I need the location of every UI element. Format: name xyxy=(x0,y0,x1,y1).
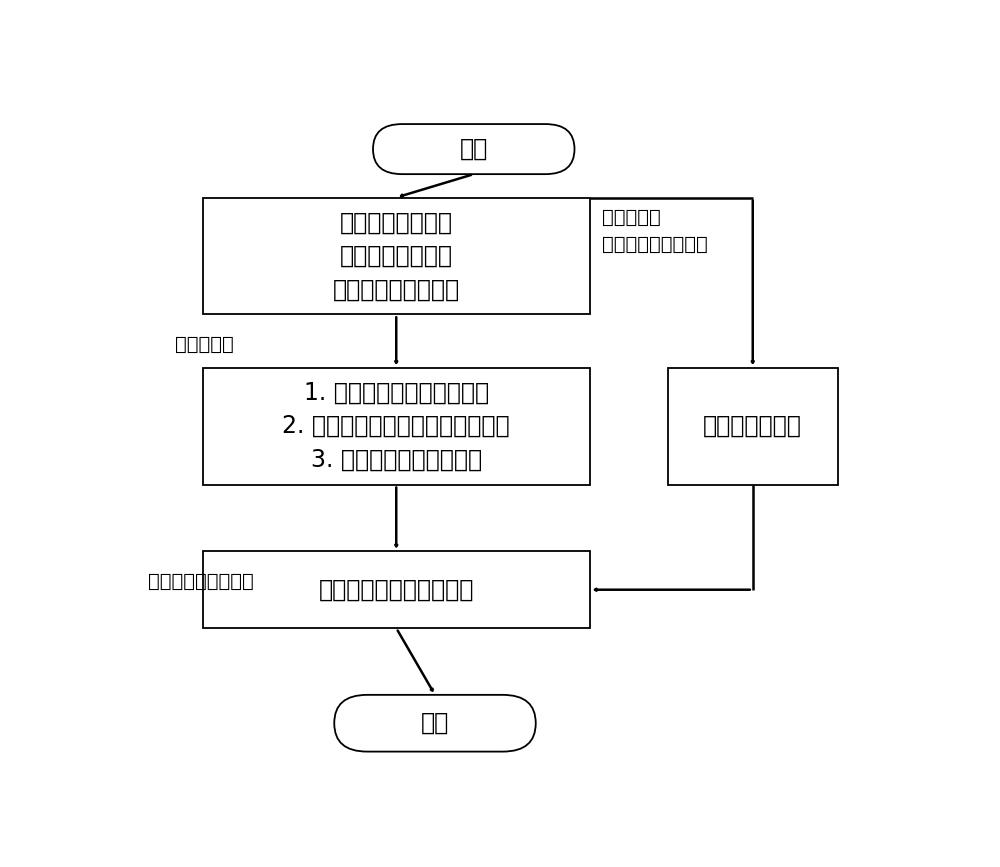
Text: 1. 对太阳能辐射数据库学习
2. 建立经纬度与太阳能辐照度关系
3. 运算出太阳辐照度数据: 1. 对太阳能辐射数据库学习 2. 建立经纬度与太阳能辐照度关系 3. 运算出太… xyxy=(282,381,510,472)
Bar xyxy=(202,551,590,628)
Text: 计算可利用太阳能发电量: 计算可利用太阳能发电量 xyxy=(319,577,474,602)
Text: 经度、维度: 经度、维度 xyxy=(175,335,234,354)
Text: 计算可装机容量: 计算可装机容量 xyxy=(703,414,802,438)
Text: 输入工程点经度、
维度、项目面积、
组件规格、安装倾角: 输入工程点经度、 维度、项目面积、 组件规格、安装倾角 xyxy=(333,211,460,302)
FancyBboxPatch shape xyxy=(334,694,536,752)
Text: 项目面积、
组件规格、安装倾角: 项目面积、 组件规格、安装倾角 xyxy=(602,208,707,254)
Text: 结束: 结束 xyxy=(421,711,449,735)
Text: 开始: 开始 xyxy=(460,137,488,161)
Bar xyxy=(202,368,590,485)
FancyBboxPatch shape xyxy=(373,124,574,174)
Bar xyxy=(202,198,590,315)
Text: 年平均峰值日照时数: 年平均峰值日照时数 xyxy=(148,572,254,591)
Bar xyxy=(668,368,838,485)
